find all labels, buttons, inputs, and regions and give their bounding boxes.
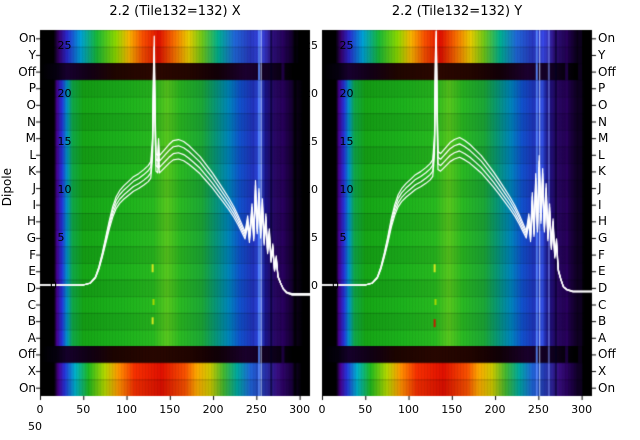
dipole-label-left: J bbox=[32, 181, 36, 196]
db-tick-label-panel-y: - 5 bbox=[332, 231, 347, 244]
db-tick-label-gutter: 0 bbox=[311, 279, 318, 292]
x-tick-label: 250 bbox=[527, 403, 549, 416]
dipole-label-left: F bbox=[29, 247, 36, 262]
dipole-label-right: Y bbox=[598, 47, 606, 62]
db-tick-label-panel-y: - 10 bbox=[332, 183, 354, 196]
dipole-label-right: L bbox=[598, 147, 605, 162]
dipole-label-right: J bbox=[598, 181, 602, 196]
dipole-label-left: P bbox=[28, 81, 36, 96]
dipole-label-left: X bbox=[27, 364, 36, 379]
x-tick-label: 150 bbox=[441, 403, 463, 416]
dipole-label-right: K bbox=[598, 164, 606, 179]
dipole-label-left: On bbox=[18, 380, 36, 395]
dipole-label-left: Off bbox=[18, 64, 36, 79]
dipole-label-right: I bbox=[598, 197, 602, 212]
dipole-label-right: B bbox=[598, 314, 607, 329]
db-tick-label-gutter: 15 bbox=[304, 135, 318, 148]
x-tick-label: 100 bbox=[398, 403, 420, 416]
x-tick-label: 0 bbox=[36, 403, 44, 416]
dipole-label-right: A bbox=[598, 330, 607, 345]
dipole-label-right: On bbox=[598, 380, 616, 395]
x-tick-label: 200 bbox=[484, 403, 506, 416]
dipole-label-right: X bbox=[598, 364, 607, 379]
dipole-label-left: D bbox=[26, 280, 36, 295]
db-tick-label-gutter: 25 bbox=[304, 39, 318, 52]
dipole-label-left: B bbox=[27, 314, 36, 329]
db-tick-label-panel-x: - 20 bbox=[50, 87, 72, 100]
panel-y-title: 2.2 (Tile132=132) Y bbox=[391, 4, 523, 19]
db-tick-label-panel-y: - 20 bbox=[332, 87, 354, 100]
corner-extra-tick-label: 50 bbox=[28, 420, 42, 433]
x-tick-label: 50 bbox=[358, 403, 373, 416]
db-tick-label-panel-x: 0 bbox=[50, 279, 57, 292]
x-tick-label: 300 bbox=[289, 403, 311, 416]
x-tick-label: 50 bbox=[76, 403, 91, 416]
dipole-label-right: Off bbox=[598, 64, 616, 79]
panel-x-title: 2.2 (Tile132=132) X bbox=[109, 4, 241, 19]
dipole-label-left: N bbox=[27, 114, 36, 129]
dipole-label-left: M bbox=[25, 131, 36, 146]
db-tick-label-panel-x: - 5 bbox=[50, 231, 65, 244]
db-tick-label-panel-x: - 10 bbox=[50, 183, 72, 196]
dipole-label-left: On bbox=[18, 31, 36, 46]
dipole-label-left: Y bbox=[28, 47, 36, 62]
dipole-label-left: A bbox=[27, 330, 36, 345]
x-tick-label: 300 bbox=[571, 403, 593, 416]
dipole-label-left: I bbox=[32, 197, 36, 212]
db-tick-label-gutter: 10 bbox=[304, 183, 318, 196]
dipole-label-right: F bbox=[598, 247, 605, 262]
dipole-label-right: O bbox=[598, 97, 608, 112]
dipole-label-left: L bbox=[29, 147, 36, 162]
dipole-label-right: On bbox=[598, 31, 616, 46]
db-tick-label-gutter: 20 bbox=[304, 87, 318, 100]
dipole-label-left: O bbox=[26, 97, 36, 112]
dipole-label-left: E bbox=[28, 264, 36, 279]
x-tick-label: 0 bbox=[318, 403, 326, 416]
dipole-label-left: K bbox=[28, 164, 36, 179]
db-tick-label-gutter: 5 bbox=[311, 231, 318, 244]
dipole-label-right: H bbox=[598, 214, 608, 229]
db-tick-label-panel-x: - 25 bbox=[50, 39, 72, 52]
dipole-label-right: P bbox=[598, 81, 606, 96]
x-tick-label: 150 bbox=[159, 403, 181, 416]
x-tick-label: 250 bbox=[245, 403, 267, 416]
dipole-label-left: Off bbox=[18, 347, 36, 362]
db-tick-label-panel-y: - 15 bbox=[332, 135, 354, 148]
db-tick-label-panel-y: 0 bbox=[332, 279, 339, 292]
dipole-label-left: H bbox=[26, 214, 36, 229]
dipole-label-right: N bbox=[598, 114, 607, 129]
db-tick-label-panel-y: - 25 bbox=[332, 39, 354, 52]
y-axis-label: Dipole bbox=[0, 168, 14, 207]
dipole-label-right: D bbox=[598, 280, 608, 295]
dipole-label-right: M bbox=[598, 131, 609, 146]
dipole-label-right: Off bbox=[598, 347, 616, 362]
dipole-label-right: E bbox=[598, 264, 606, 279]
dipole-label-left: G bbox=[26, 230, 36, 245]
dipole-label-right: C bbox=[598, 297, 607, 312]
dipole-label-left: C bbox=[27, 297, 36, 312]
db-tick-label-panel-x: - 15 bbox=[50, 135, 72, 148]
x-tick-label: 100 bbox=[116, 403, 138, 416]
dipole-label-right: G bbox=[598, 230, 608, 245]
x-tick-label: 200 bbox=[202, 403, 224, 416]
